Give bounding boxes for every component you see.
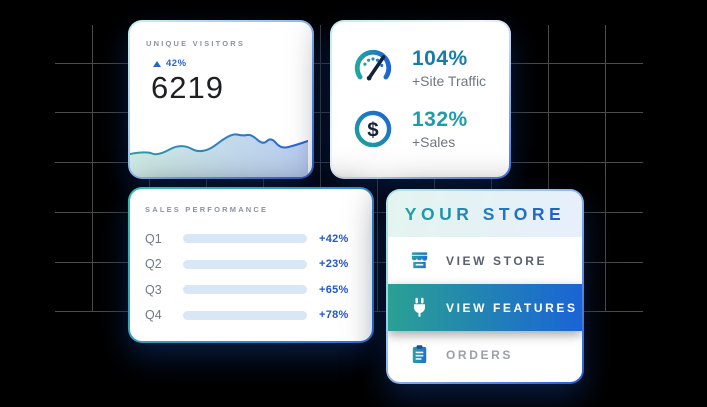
bar-row-q2: Q2 +23% [145,252,362,278]
dollar-icon: $ [354,110,392,148]
menu-item-view-features[interactable]: VIEW FEATURES [388,284,582,331]
speedometer-icon [354,49,392,81]
unique-visitors-card: UNIQUE VISITORS 42% 6219 [128,20,314,179]
unique-visitors-title: UNIQUE VISITORS [146,39,246,48]
bar-value: +65% [319,283,349,296]
bar-track [183,310,307,320]
site-traffic-label: +Site Traffic [412,73,487,89]
site-traffic-value: 104% [412,47,468,70]
plug-icon [407,296,431,320]
visitors-count: 6219 [151,70,224,105]
your-store-card: YOUR STORE V [386,189,584,384]
bar-row-q1: Q1 +42% [145,226,362,252]
visitors-area-chart [130,133,308,177]
sales-metric: $ 132% +Sales [352,108,468,150]
area-fill-path [130,134,308,177]
menu-item-label: VIEW STORE [446,253,548,268]
visitors-delta: 42% [153,58,187,69]
menu-item-view-store[interactable]: VIEW STORE [388,237,582,284]
bar-value: +78% [319,309,349,322]
sales-performance-card: SALES PERFORMANCE Q1 +42% Q2 +23% Q3 +65… [128,187,374,343]
area-stroke-path [130,133,308,156]
sales-performance-title: SALES PERFORMANCE [145,205,269,214]
bar-value: +23% [319,258,349,271]
sales-value: 132% [412,108,468,131]
bar-row-q3: Q3 +65% [145,277,362,303]
bar-track [183,234,307,244]
bar-row-q4: Q4 +78% [145,303,362,329]
sales-bars: Q1 +42% Q2 +23% Q3 +65% Q4 +78% [145,226,362,328]
menu-item-orders[interactable]: ORDERS [388,331,582,378]
up-arrow-icon [153,60,161,67]
clipboard-icon [407,343,431,367]
site-traffic-metric: 104% +Site Traffic [352,47,486,89]
bar-label: Q2 [145,257,162,272]
bar-label: Q4 [145,308,162,323]
bar-value: +42% [319,232,349,245]
sales-label: +Sales [412,134,456,150]
menu-item-label: VIEW FEATURES [446,300,578,315]
bar-track [183,259,307,269]
bar-label: Q3 [145,282,162,297]
visitors-delta-value: 42% [166,58,187,69]
bar-label: Q1 [145,231,162,246]
bar-track [183,285,307,295]
your-store-header: YOUR STORE [388,191,582,237]
storefront-icon [407,249,431,273]
your-store-title: YOUR STORE [404,203,566,224]
svg-text:$: $ [367,118,379,141]
metrics-card: 104% +Site Traffic $ 132% +Sales [330,20,511,179]
menu-item-label: ORDERS [446,347,513,362]
